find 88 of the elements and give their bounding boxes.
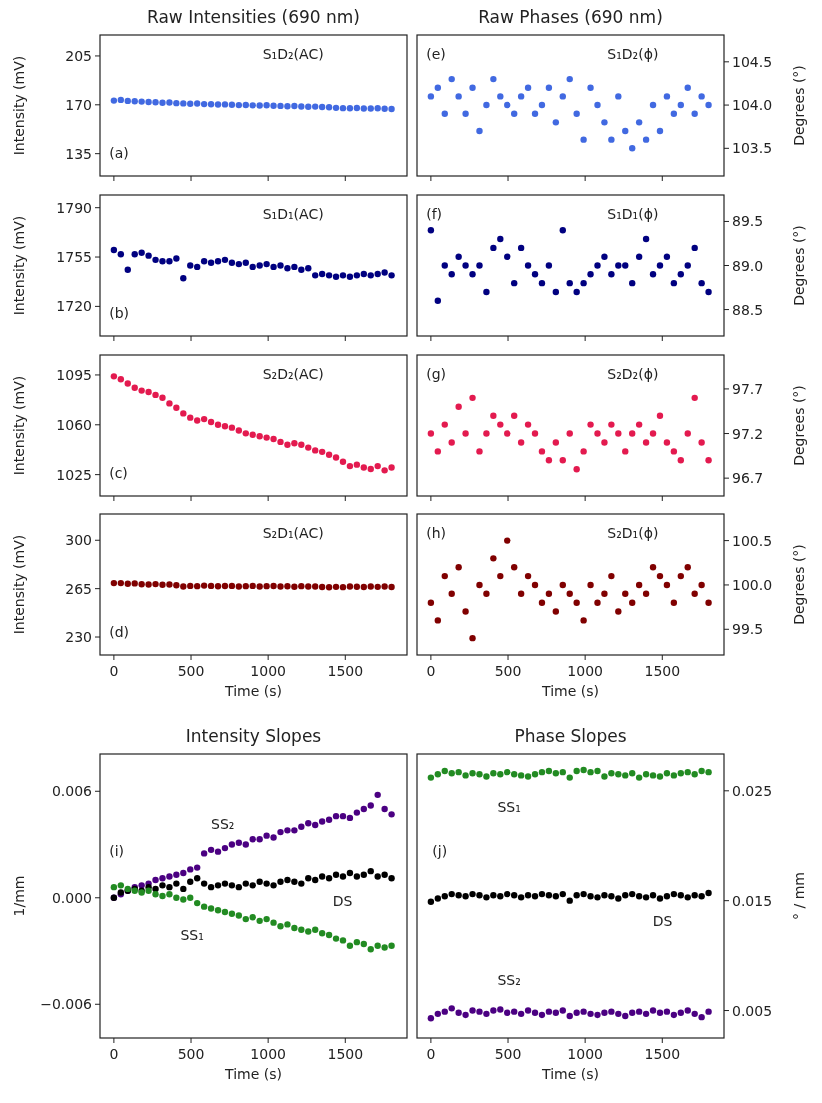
annotation: S₂D₁(ϕ) [607,524,659,541]
y-tick-label: 170 [65,96,92,113]
x-tick-label: 1000 [250,1046,286,1062]
annotation: S₂D₂(AC) [262,365,324,382]
annotation: (g) [426,365,447,382]
x-axis-title: Time (s) [541,1066,599,1082]
y2-axis-title: Degrees (°) [791,385,807,466]
y-axis-title: Intensity (mV) [11,215,27,316]
y2-tick-label: 104.5 [732,53,773,70]
annotation: (f) [426,205,443,222]
series-label: DS [652,912,673,929]
series-label: SS₂ [211,816,235,832]
y-tick-label: 1060 [56,416,92,433]
series-label: SS₁ [497,798,521,815]
annotation: (d) [109,623,130,640]
chart-title: Raw Phases (690 nm) [478,7,663,27]
x-tick-label: 0 [109,1046,119,1062]
chart-title: Phase Slopes [514,726,627,746]
x-tick-label: 500 [177,663,205,679]
y-tick-label: 1025 [56,466,92,483]
y-tick-label: 0.000 [51,889,92,906]
y2-tick-label: 97.7 [732,380,764,397]
y2-tick-label: 89.0 [732,257,764,274]
x-axis-title: Time (s) [541,683,599,699]
y-tick-label: −0.006 [40,996,93,1013]
x-tick-label: 1000 [567,663,603,679]
y-tick-label: 230 [65,629,92,646]
x-tick-label: 1500 [644,663,681,679]
y-tick-label: 0.006 [51,783,93,800]
y-axis-title: Intensity (mV) [11,55,27,156]
x-tick-label: 1500 [327,663,364,679]
chart-title: Intensity Slopes [185,726,322,746]
annotation: S₁D₂(ϕ) [607,45,659,62]
annotation: (b) [109,304,130,321]
y2-tick-label: 88.5 [732,301,764,318]
annotation: S₁D₁(AC) [262,205,324,222]
y2-tick-label: 99.5 [732,621,764,638]
annotation: (j) [432,843,448,860]
annotation: S₁D₂(AC) [262,45,324,62]
y-tick-label: 1790 [56,199,92,216]
y-tick-label: 265 [65,580,92,597]
y2-axis-title: Degrees (°) [791,225,807,306]
y2-tick-label: 104.0 [732,97,773,114]
x-tick-label: 1000 [567,1046,603,1062]
annotation: S₂D₂(ϕ) [607,365,659,382]
series-label: SS₁ [180,926,204,943]
chart-title: Raw Intensities (690 nm) [147,7,360,27]
y-axis-title: Intensity (mV) [11,375,27,476]
x-tick-label: 1000 [250,663,286,679]
series-label: DS [332,892,353,909]
y-axis-title: 1/mm [11,875,27,917]
x-tick-label: 1500 [327,1046,364,1062]
annotation: (a) [109,144,129,161]
y2-tick-label: 0.015 [732,892,773,909]
y2-tick-label: 100.0 [732,576,773,593]
y-tick-label: 1720 [56,298,92,315]
annotation: (h) [426,524,447,541]
x-tick-label: 0 [109,663,119,679]
annotation: S₁D₁(ϕ) [607,205,659,222]
y-tick-label: 1095 [56,366,92,383]
y2-tick-label: 89.5 [732,213,764,230]
y2-tick-label: 97.2 [732,425,764,442]
annotation: (i) [109,843,125,860]
y2-axis-title: Degrees (°) [791,65,807,146]
y-tick-label: 135 [65,145,92,162]
y2-tick-label: 103.5 [732,140,773,157]
series-label: SS₂ [497,972,521,989]
x-tick-label: 500 [494,663,522,679]
x-axis-title: Time (s) [224,1066,282,1082]
y-axis-title: Intensity (mV) [11,534,27,635]
x-tick-label: 500 [177,1046,205,1062]
y2-tick-label: 96.7 [732,470,764,487]
annotation: (c) [109,464,128,481]
annotation: S₂D₁(AC) [262,524,324,541]
y2-tick-label: 0.025 [732,782,773,799]
y-tick-label: 300 [65,532,92,549]
x-tick-label: 500 [494,1046,522,1062]
y-tick-label: 1755 [56,249,92,266]
x-tick-label: 1500 [644,1046,681,1062]
x-tick-label: 0 [426,1046,436,1062]
annotation: (e) [426,45,446,62]
x-axis-title: Time (s) [224,683,282,699]
y2-axis-title: ° / mm [791,872,807,920]
y2-tick-label: 0.005 [732,1002,773,1019]
y-tick-label: 205 [65,47,92,64]
y2-tick-label: 100.5 [732,532,773,549]
y2-axis-title: Degrees (°) [791,544,807,625]
x-tick-label: 0 [426,663,436,679]
